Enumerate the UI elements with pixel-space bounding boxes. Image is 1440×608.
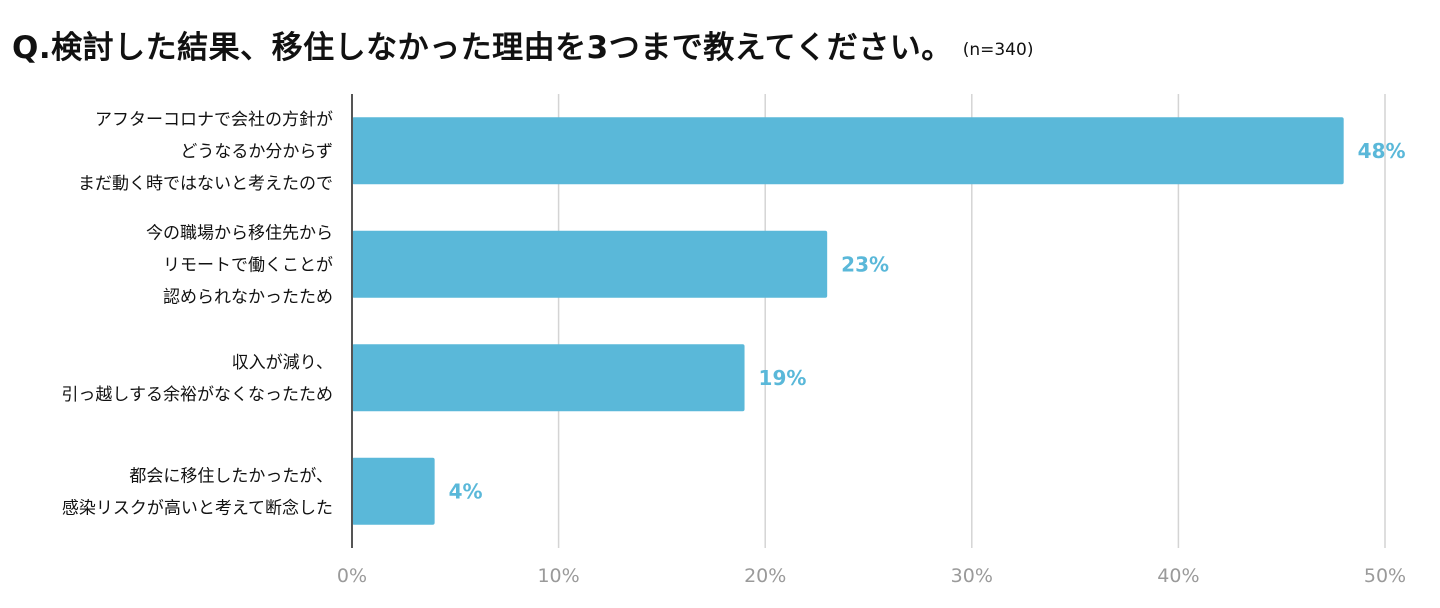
value-label: 48%	[1358, 139, 1406, 163]
chart-subtitle: (n=340)	[962, 40, 1034, 60]
category-label: 感染リスクが高いと考えて断念した	[62, 497, 333, 518]
category-label: 収入が減り、	[232, 353, 333, 373]
category-label: どうなるか分からず	[180, 142, 333, 162]
category-labels: アフターコロナで会社の方針がどうなるか分からずまだ動く時ではないと考えたので今の…	[61, 110, 333, 519]
value-label: 23%	[841, 252, 889, 276]
value-label: 4%	[449, 479, 483, 503]
category-label: 都会に移住したかったが、	[129, 466, 333, 486]
category-label: リモートで働くことが	[163, 255, 333, 275]
value-label: 19%	[759, 366, 807, 390]
category-label: 今の職場から移住先から	[146, 223, 333, 243]
category-label: アフターコロナで会社の方針が	[95, 110, 333, 130]
category-label: まだ動く時ではないと考えたので	[78, 174, 333, 194]
category-label: 認められなかったため	[163, 287, 333, 307]
x-tick-label: 50%	[1364, 565, 1406, 587]
x-tick-label: 20%	[744, 565, 786, 587]
bar	[352, 344, 745, 412]
x-tick-label: 30%	[951, 565, 993, 587]
bar	[352, 230, 828, 298]
x-tick-labels: 0% 10% 20% 30% 40% 50%	[337, 565, 1406, 587]
category-label: 引っ越しする余裕がなくなったため	[61, 385, 333, 405]
chart-title: Q.検討した結果、移住しなかった理由を3つまで教えてください。	[12, 30, 953, 66]
x-tick-label: 40%	[1157, 565, 1199, 587]
chart-title-area: Q.検討した結果、移住しなかった理由を3つまで教えてください。 (n=340)	[12, 22, 1033, 67]
bars: 48% 23% 19% 4%	[352, 117, 1406, 525]
x-tick-label: 0%	[337, 565, 367, 587]
x-tick-label: 10%	[537, 565, 579, 587]
bar	[352, 457, 435, 525]
bar	[352, 117, 1344, 185]
